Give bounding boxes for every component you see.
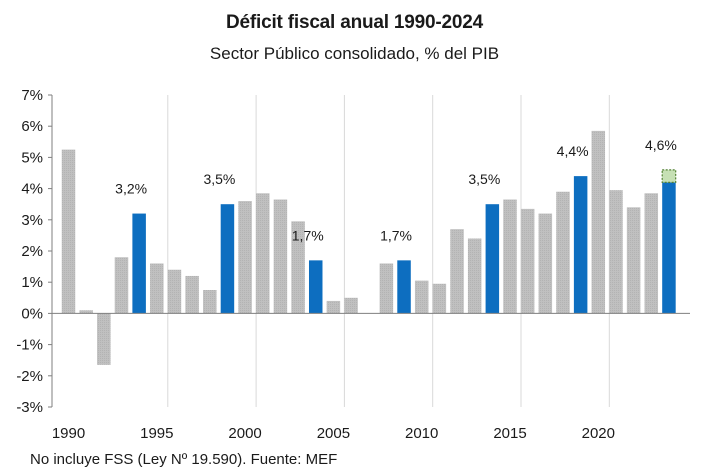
data-label-1994: 3,2%: [115, 181, 147, 197]
bar-2021: [609, 190, 623, 314]
bar-2008: [379, 263, 394, 314]
y-tick-label: 7%: [21, 87, 43, 104]
bar-1995: [150, 263, 164, 314]
bar-2000: [238, 201, 252, 314]
data-label-2004: 1,7%: [292, 227, 324, 243]
bar-2012: [450, 229, 464, 314]
bar-1990: [61, 149, 76, 314]
bar-1999: [220, 204, 235, 314]
bar-2010: [414, 280, 429, 314]
data-labels: 3,2% 3,5% 1,7% 1,7% 3,5% 4,4% 4,6%: [115, 137, 677, 243]
bar-2018: [556, 191, 570, 314]
bar-2017: [538, 213, 553, 314]
bar-2014: [485, 204, 500, 314]
bar-2006: [344, 297, 358, 314]
bar-2019: [573, 176, 588, 314]
bar-1991: [79, 310, 93, 314]
x-tick-label: 1990: [52, 425, 85, 442]
x-tick-label: 1995: [140, 425, 173, 442]
data-label-2009: 1,7%: [380, 227, 412, 243]
y-tick-label: 4%: [21, 181, 43, 198]
bar-2005: [326, 300, 341, 314]
bar-2003: [291, 221, 305, 314]
bar-2016: [520, 208, 535, 314]
bar-2013: [467, 238, 482, 314]
axes: -3% -2% -1% 0% 1% 2% 3% 4% 5% 6% 7% 1990 1995 2000 200…: [16, 87, 690, 442]
chart-footnote: No incluye FSS (Ley Nº 19.590). Fuente: …: [30, 451, 338, 468]
bar-1994: [132, 213, 146, 314]
chart-subtitle: Sector Público consolidado, % del PIB: [209, 44, 500, 63]
bar-2001: [256, 193, 270, 314]
bar-1997: [185, 275, 199, 314]
bar-2009: [397, 260, 411, 314]
data-label-1999: 3,5%: [203, 171, 235, 187]
x-tick-label: 2010: [405, 425, 438, 442]
y-tick-label: -3%: [16, 399, 43, 416]
x-tick-label: 2000: [228, 425, 261, 442]
bar-1998: [203, 290, 217, 314]
bar-1996: [167, 269, 182, 314]
x-tick-label: 2020: [582, 425, 615, 442]
data-label-2019: 4,4%: [557, 143, 589, 159]
y-tick-label: 5%: [21, 149, 43, 166]
chart-title: Déficit fiscal anual 1990-2024: [226, 12, 483, 33]
bars: [61, 130, 677, 365]
bar-2023: [644, 193, 659, 314]
y-tick-label: -1%: [16, 337, 43, 354]
bar-2004: [308, 260, 323, 314]
data-label-2024: 4,6%: [645, 137, 677, 153]
bar-2020: [591, 130, 606, 314]
y-tick-label: 3%: [21, 212, 43, 229]
bar-2022: [626, 207, 641, 314]
data-label-2014: 3,5%: [468, 171, 500, 187]
bar-2002: [273, 199, 288, 314]
bar-2024: [662, 182, 676, 314]
y-tick-label: 1%: [21, 274, 43, 291]
y-tick-label: 2%: [21, 243, 43, 260]
bar-1993: [114, 257, 129, 314]
bar-projected-2024: [661, 169, 677, 183]
y-tick-label: 6%: [21, 118, 43, 135]
x-tick-label: 2015: [493, 425, 526, 442]
bar-2011: [432, 283, 447, 314]
y-tick-label: -2%: [16, 368, 43, 385]
y-tick-label: 0%: [21, 305, 43, 322]
bar-2015: [503, 199, 517, 314]
x-tick-label: 2005: [317, 425, 350, 442]
bar-1992: [97, 313, 111, 365]
